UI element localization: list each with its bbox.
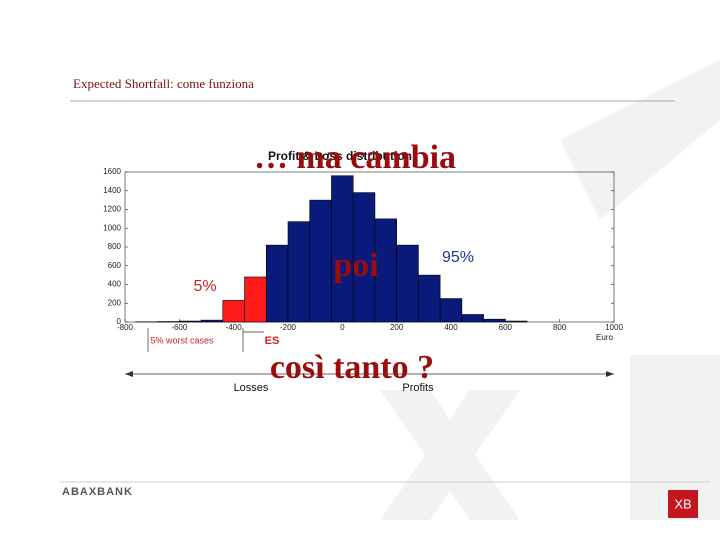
brand: ABAXBANK <box>62 486 133 498</box>
es-label: ES <box>265 335 280 347</box>
bar <box>310 200 332 322</box>
y-tick-label: 400 <box>108 280 122 289</box>
x-unit: Euro <box>596 333 613 342</box>
bar <box>484 319 506 322</box>
overlay-text: poi <box>333 247 378 284</box>
overlay-text: … ma cambia <box>254 139 456 176</box>
bar <box>418 275 440 322</box>
watermark <box>560 60 720 220</box>
bar <box>505 321 527 322</box>
body-label: 95% <box>442 249 474 266</box>
x-tick-label: 200 <box>390 323 404 332</box>
logo: XB <box>674 496 691 511</box>
y-tick-label: 1000 <box>103 223 121 232</box>
x-tick-label: 800 <box>553 323 567 332</box>
x-tick-label: 600 <box>499 323 513 332</box>
slide-title: Expected Shortfall: come funziona <box>73 76 254 91</box>
tail-label: 5% <box>193 278 216 295</box>
y-tick-label: 800 <box>108 242 122 251</box>
x-tick-label: -400 <box>226 323 243 332</box>
bar <box>462 315 484 323</box>
bar <box>179 321 201 322</box>
x-tick-label: -800 <box>117 323 134 332</box>
y-tick-label: 1400 <box>103 186 121 195</box>
x-tick-label: -200 <box>280 323 297 332</box>
bar <box>245 277 267 322</box>
bar <box>223 300 245 322</box>
bar <box>397 245 419 322</box>
x-tick-label: 400 <box>444 323 458 332</box>
y-tick-label: 200 <box>108 298 122 307</box>
bar <box>266 245 288 322</box>
y-tick-label: 1200 <box>103 205 121 214</box>
arrowhead <box>606 371 614 377</box>
y-tick-label: 1600 <box>103 167 121 176</box>
x-tick-label: 1000 <box>605 323 623 332</box>
bar <box>201 320 223 322</box>
y-tick-label: 600 <box>108 261 122 270</box>
overlay-text: così tanto ? <box>270 349 434 386</box>
x-tick-label: -600 <box>171 323 188 332</box>
losses-label: Losses <box>234 382 269 394</box>
worst-label: 5% worst cases <box>150 335 214 345</box>
arrowhead <box>125 371 133 377</box>
x-tick-label: 0 <box>340 323 345 332</box>
bar <box>440 299 462 322</box>
bar <box>288 222 310 322</box>
